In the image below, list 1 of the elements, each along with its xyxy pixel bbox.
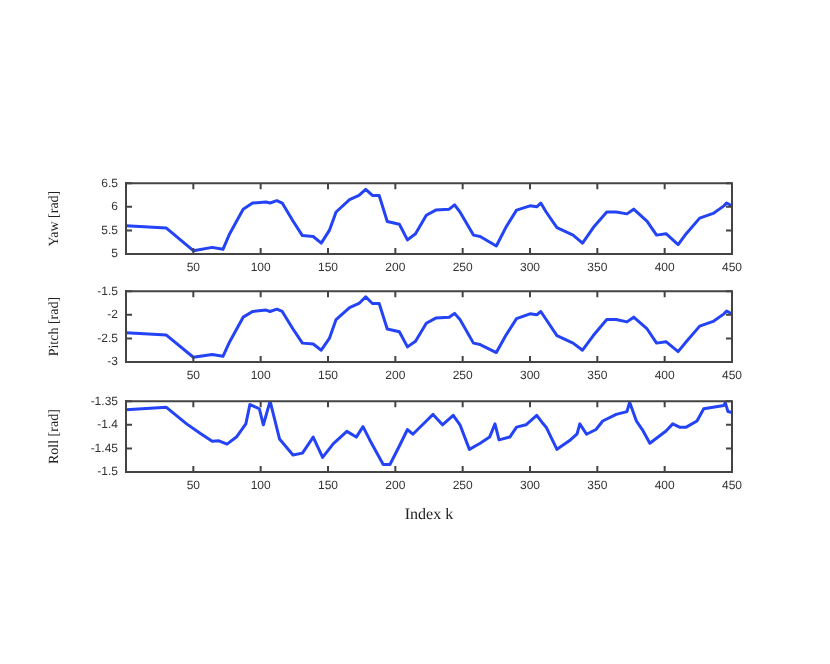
x-axis-title: Index k <box>404 504 454 523</box>
